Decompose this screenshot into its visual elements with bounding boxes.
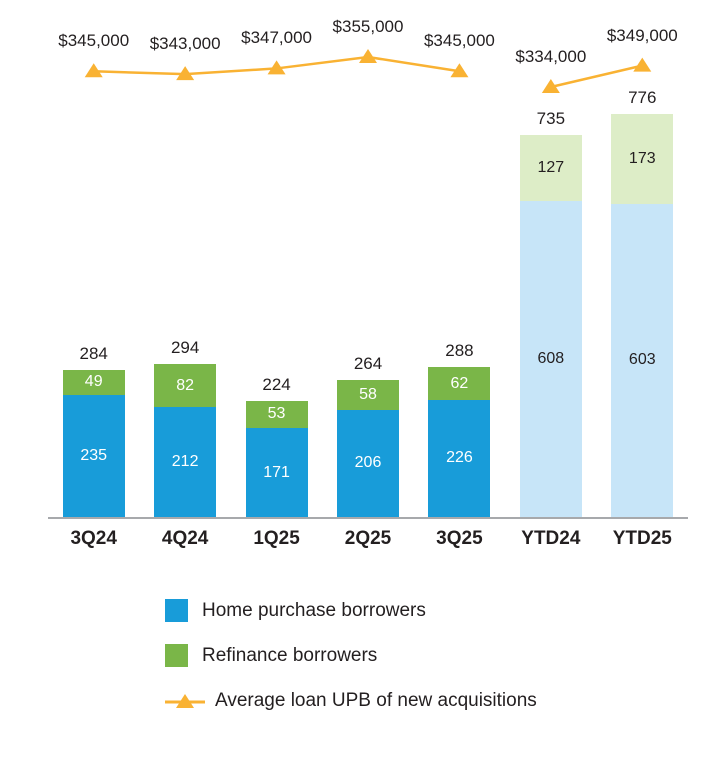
- x-axis-label: YTD24: [521, 528, 581, 549]
- bar-segment-refinance: 127: [519, 135, 582, 202]
- bar-3Q24: 49 235: [62, 369, 125, 517]
- upb-line-marker-icon: [165, 693, 205, 708]
- legend-item-refinance: Refinance borrowers: [165, 633, 537, 678]
- upb-value-label: $334,000: [515, 47, 587, 66]
- bar-segment-refinance: 53: [245, 400, 308, 429]
- upb-marker-icon: [84, 63, 103, 78]
- bar-4Q24: 82 212: [154, 364, 217, 517]
- refinance-swatch-icon: [165, 644, 188, 667]
- x-axis-label: YTD25: [612, 528, 672, 549]
- bar-segment-home-purchase: 212: [154, 406, 217, 517]
- bar-1Q25: 53 171: [245, 400, 308, 517]
- upb-value-label: $343,000: [149, 34, 221, 54]
- bar-total-label: 735: [536, 109, 566, 129]
- upb-marker-icon: [176, 66, 195, 81]
- upb-value-label: $349,000: [606, 25, 678, 45]
- upb-value-label: $345,000: [423, 31, 495, 51]
- chart-legend: Home purchase borrowers Refinance borrow…: [165, 588, 537, 723]
- bar-2Q25: 58 206: [337, 379, 399, 517]
- bar-total-label: 776: [628, 88, 657, 107]
- legend-label: Average loan UPB of new acquisitions: [215, 689, 537, 711]
- x-axis-line: [48, 517, 688, 519]
- upb-marker-icon: [267, 60, 286, 75]
- bar-segment-home-purchase: 226: [428, 399, 491, 517]
- bar-segment-refinance: 49: [62, 369, 125, 395]
- upb-marker-icon: [541, 79, 560, 93]
- bar-total-label: 284: [79, 343, 108, 363]
- bar-YTD24: 127 608: [519, 135, 582, 517]
- legend-label: Home purchase borrowers: [202, 599, 426, 621]
- bar-total-label: 288: [445, 341, 474, 361]
- upb-line: [93, 55, 460, 76]
- bar-total-label: 294: [170, 338, 200, 358]
- upb-marker-icon: [450, 63, 469, 78]
- bar-segment-home-purchase: 603: [611, 203, 674, 517]
- x-axis-label: 3Q24: [70, 528, 117, 549]
- x-axis-label: 3Q25: [436, 528, 483, 549]
- bar-segment-refinance: 173: [611, 114, 674, 204]
- upb-line: [550, 64, 643, 89]
- home-purchase-swatch-icon: [165, 599, 188, 622]
- x-axis-label: 4Q24: [161, 528, 209, 549]
- bar-segment-refinance: 62: [428, 367, 491, 400]
- legend-item-upb-line: Average loan UPB of new acquisitions: [165, 678, 537, 723]
- bar-segment-home-purchase: 608: [519, 201, 582, 517]
- bar-total-label: 224: [262, 374, 291, 394]
- upb-marker-icon: [359, 49, 377, 63]
- bar-total-label: 264: [353, 353, 383, 373]
- bar-segment-home-purchase: 235: [62, 394, 125, 517]
- legend-label: Refinance borrowers: [202, 644, 378, 666]
- bar-segment-refinance: 58: [337, 379, 399, 410]
- x-axis-label: 2Q25: [344, 528, 392, 549]
- legend-item-home-purchase: Home purchase borrowers: [165, 588, 537, 633]
- bar-YTD25: 173 603: [611, 114, 674, 517]
- bar-segment-home-purchase: 171: [245, 428, 308, 517]
- upb-value-label: $347,000: [241, 28, 313, 48]
- bar-segment-refinance: 82: [154, 364, 217, 407]
- upb-value-label: $345,000: [58, 31, 130, 51]
- x-axis-label: 1Q25: [253, 528, 300, 549]
- bar-segment-home-purchase: 206: [337, 410, 399, 517]
- upb-marker-icon: [633, 57, 652, 72]
- bar-3Q25: 62 226: [428, 367, 491, 517]
- upb-value-label: $355,000: [332, 17, 404, 36]
